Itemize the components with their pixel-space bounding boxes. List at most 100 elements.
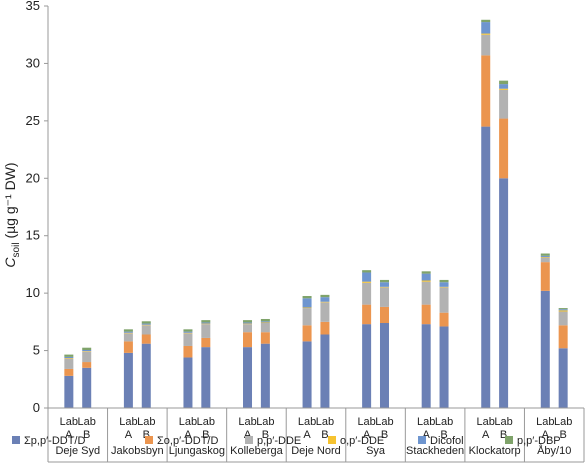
bar-segment [302, 307, 312, 309]
lab-label-line1: Lab [554, 416, 572, 428]
bar-segment [540, 290, 550, 408]
legend: Σp,p′-DDT/D Σo,p′-DDT/D p,p′-DDE o,p′-DDE Di… [12, 435, 561, 447]
bar-segment [379, 287, 389, 307]
bars [64, 19, 568, 408]
bar-segment [260, 321, 270, 323]
legend-swatch [328, 436, 336, 444]
bar-segment [540, 257, 550, 263]
lab-label-line1: Lab [435, 416, 453, 428]
bar-segment [243, 323, 253, 325]
site-label: Stackheden [406, 445, 464, 457]
bar-segment [379, 286, 389, 288]
bar-segment [123, 329, 133, 332]
bar-segment [302, 341, 312, 408]
y-axis: 0 5 10 15 20 25 30 35 [26, 0, 49, 415]
bar-segment [141, 321, 151, 324]
bar-segment [362, 281, 372, 283]
bar-segment [421, 324, 431, 408]
bar-segment [82, 362, 92, 368]
bar-segment [243, 332, 253, 348]
bar-segment [362, 272, 372, 282]
bar-segment [320, 302, 330, 322]
bar-segment [201, 320, 211, 323]
bar-segment [439, 282, 449, 287]
lab-label-line2: B [559, 429, 566, 441]
bar-segment [320, 301, 330, 303]
bar-segment [499, 88, 509, 90]
lab-label-line1: Lab [197, 416, 215, 428]
bar-segment [201, 324, 211, 338]
bar-segment [243, 347, 253, 408]
site-label: Deje Nord [291, 445, 341, 457]
y-tick-label: 0 [33, 400, 40, 415]
bar-segment [540, 256, 550, 258]
bar-segment [379, 306, 389, 324]
lab-label-line2: A [482, 429, 490, 441]
lab-label-line2: A [303, 429, 311, 441]
bar-segment [558, 311, 568, 326]
bar-segment [379, 282, 389, 287]
lab-label-line2: A [65, 429, 73, 441]
bar-segment [302, 296, 312, 299]
bar-segment [82, 367, 92, 408]
bar-segment [141, 325, 151, 335]
bar-segment [421, 304, 431, 325]
bar-segment [540, 253, 550, 256]
bar-segment [481, 22, 491, 34]
site-label: Deje Syd [55, 445, 100, 457]
lab-label-line2: B [83, 429, 90, 441]
bar-segment [183, 333, 193, 346]
bar-segment [123, 341, 133, 353]
lab-label-line1: Lab [298, 416, 316, 428]
bar-segment [201, 322, 211, 324]
y-axis-title-main: C [2, 257, 18, 268]
bar-segment [183, 331, 193, 333]
bar-segment [141, 334, 151, 344]
lab-label-line1: Lab [357, 416, 375, 428]
bar-segment [243, 322, 253, 324]
bar-segment [82, 349, 92, 352]
lab-label-line2: A [184, 429, 192, 441]
legend-swatch [145, 436, 153, 444]
legend-label: p,p′-DDE [257, 435, 301, 447]
legend-swatch [12, 436, 20, 444]
site-label: Klockatorp [469, 445, 521, 457]
legend-label: Σp,p′-DDT/D [24, 435, 85, 447]
bar-segment [82, 351, 92, 352]
bar-segment [302, 308, 312, 326]
site-label: Jakobsbyn [111, 445, 164, 457]
bar-segment [481, 33, 491, 35]
bar-segment [421, 271, 431, 274]
legend-label: Dicofol [430, 435, 464, 447]
bar-segment [260, 318, 270, 322]
lab-label-line1: Lab [179, 416, 197, 428]
bar-segment [481, 126, 491, 408]
bar-segment [499, 80, 509, 85]
y-tick-label: 10 [26, 285, 40, 300]
lab-label-line1: Lab [137, 416, 155, 428]
bar-segment [183, 329, 193, 332]
bar-segment [481, 55, 491, 127]
lab-label-line1: Lab [417, 416, 435, 428]
bar-segment [362, 304, 372, 325]
site-label: Ljungaskog [169, 445, 225, 457]
y-tick-label: 25 [26, 113, 40, 128]
bar-segment [82, 347, 92, 350]
bar-segment [439, 312, 449, 327]
bar-segment [123, 352, 133, 408]
lab-label-line1: Lab [316, 416, 334, 428]
bar-segment [141, 343, 151, 408]
bar-segment [302, 298, 312, 308]
bar-segment [64, 356, 74, 359]
bar-segment [439, 326, 449, 408]
y-tick-label: 35 [26, 0, 40, 13]
bar-segment [379, 279, 389, 283]
lab-label-line2: A [244, 429, 252, 441]
bar-segment [540, 262, 550, 291]
lab-label-line2: B [381, 429, 388, 441]
bar-segment [362, 282, 372, 305]
lab-label-line2: B [262, 429, 269, 441]
site-label: Kolleberga [230, 445, 283, 457]
